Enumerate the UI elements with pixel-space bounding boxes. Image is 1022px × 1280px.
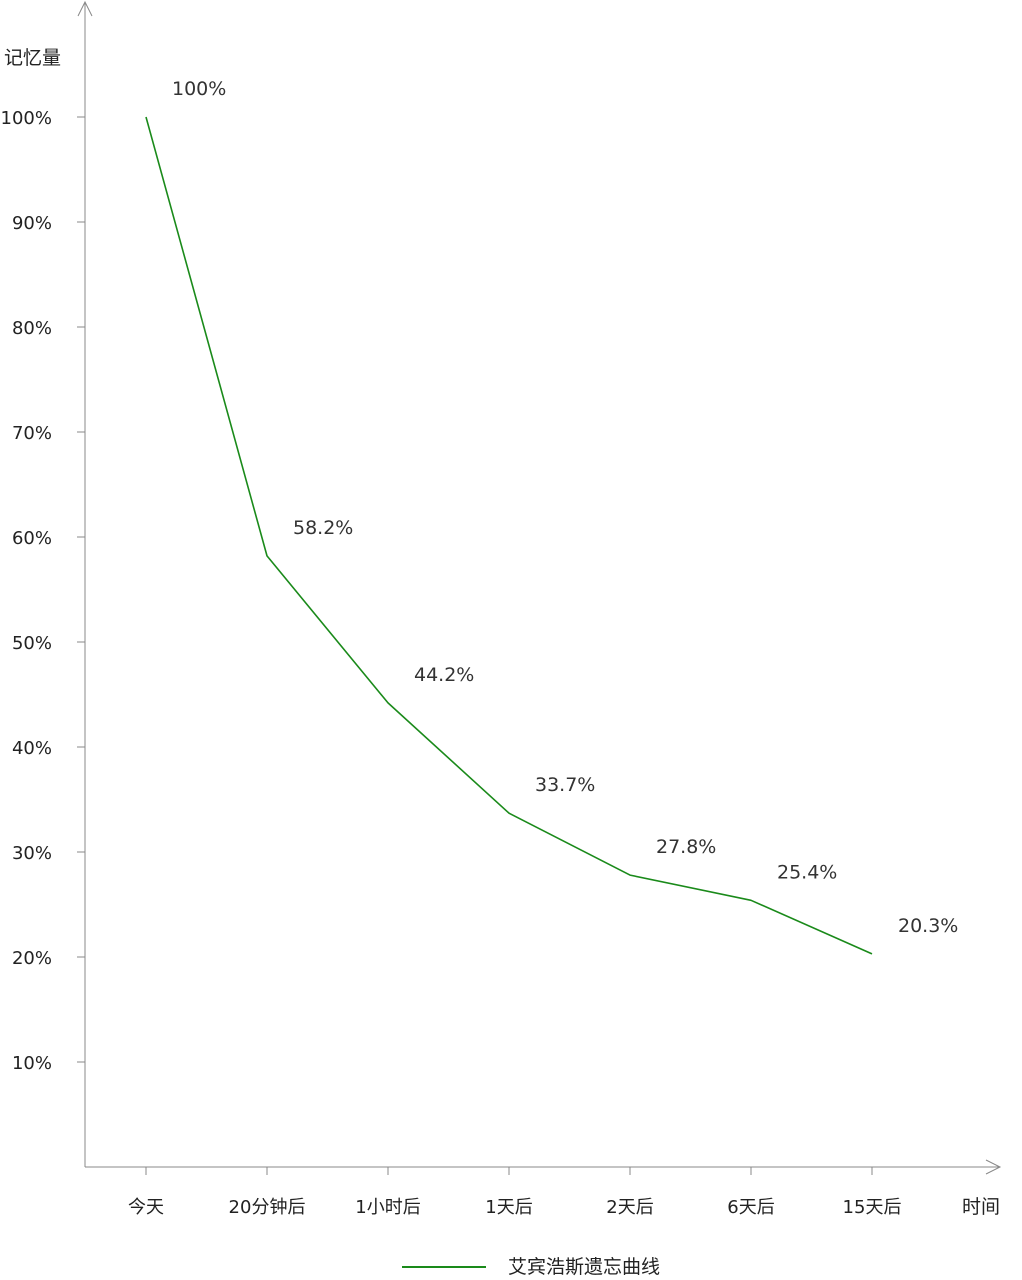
y-tick-label: 70% [12,423,52,444]
y-tick-label: 100% [1,108,52,129]
data-label: 58.2% [293,517,353,539]
x-tick-label: 15天后 [843,1197,902,1218]
x-axis-arrow [985,1159,1002,1175]
x-tick-label: 1天后 [485,1197,532,1218]
y-tick-label: 80% [12,318,52,339]
x-axis-ticks: 今天 20分钟后 1小时后 1天后 2天后 6天后 15天后 [128,1167,901,1218]
y-tick-label: 40% [12,738,52,759]
y-tick-label: 10% [12,1053,52,1074]
data-label: 44.2% [414,664,474,686]
y-tick-label: 60% [12,528,52,549]
series-line-forgetting-curve [145,116,873,955]
axes [77,0,1002,1175]
x-tick-label: 2天后 [606,1197,653,1218]
y-axis-title: 记忆量 [4,47,61,69]
y-tick-label: 20% [12,948,52,969]
legend-label: 艾宾浩斯遗忘曲线 [508,1256,660,1278]
data-label: 25.4% [777,861,837,883]
data-label: 33.7% [535,774,595,796]
x-tick-label: 1小时后 [355,1197,420,1218]
x-tick-label: 20分钟后 [229,1197,306,1218]
data-label: 27.8% [656,836,716,858]
y-axis-ticks: 10% 20% 30% 40% 50% 60% 70% 80% 90% 100% [1,108,85,1074]
y-tick-label: 50% [12,633,52,654]
x-tick-label: 6天后 [727,1197,774,1218]
y-tick-label: 30% [12,843,52,864]
data-label: 100% [172,78,226,100]
y-axis-arrow [77,0,93,17]
y-tick-label: 90% [12,213,52,234]
series-layer [145,116,873,955]
legend: 艾宾浩斯遗忘曲线 [402,1256,660,1278]
data-labels: 100% 58.2% 44.2% 33.7% 27.8% 25.4% 20.3% [172,78,958,937]
x-tick-label: 今天 [128,1197,164,1218]
x-axis-title: 时间 [962,1196,1000,1218]
data-label: 20.3% [898,915,958,937]
